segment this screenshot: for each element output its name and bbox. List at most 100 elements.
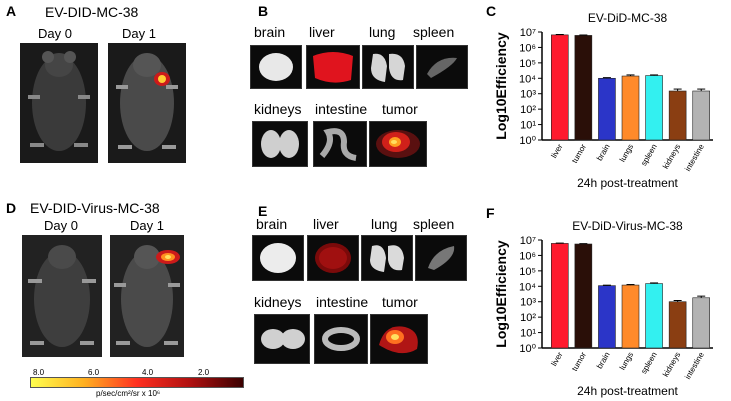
tumor-organ-graphic <box>376 130 420 158</box>
organ-image-intestine-b <box>313 121 367 167</box>
chart-c-bar-spleen <box>645 75 663 141</box>
chart-f-ytick-label: 10⁶ <box>519 250 536 262</box>
organ-label-lung-e: lung <box>371 216 398 232</box>
organ-image-brain-b <box>250 45 302 89</box>
organ-label-kidneys-e: kidneys <box>254 294 302 310</box>
chart-c-title: EV-DiD-MC-38 <box>588 11 668 25</box>
brain-organ-graphic-e <box>260 243 296 273</box>
chart-f-ytick-label: 10⁰ <box>519 343 536 355</box>
organ-image-kidneys-b <box>252 121 308 167</box>
tumor-organ-graphic-e <box>379 326 418 354</box>
chart-c-ytick-label: 10⁵ <box>519 58 536 70</box>
chart-c-xtick-label-spleen: spleen <box>639 143 659 168</box>
organ-image-intestine-e <box>314 314 368 364</box>
chart-f-xtick-label-kidneys: kidneys <box>661 351 682 379</box>
colorbar-tick-2: 2.0 <box>198 368 210 377</box>
chart-f-bar-kidneys <box>668 301 687 349</box>
panel-label-e: E <box>258 203 268 219</box>
chart-f-ytick-label: 10⁵ <box>519 266 536 278</box>
organ-image-lung-b <box>362 45 414 89</box>
chart-c-xtick-label-liver: liver <box>549 142 564 159</box>
chart-c-xtick-label-intestine: intestine <box>683 142 706 173</box>
brain-organ-graphic <box>259 53 293 81</box>
organ-label-lung-b: lung <box>369 24 396 40</box>
chart-c-ytick-label: 10⁶ <box>519 42 536 54</box>
organ-image-tumor-b <box>369 121 427 167</box>
mouse-image-d-day1 <box>110 235 184 357</box>
kidneys-organ-graphic-e <box>261 329 305 349</box>
organ-label-brain-e: brain <box>256 216 288 232</box>
panel-d-day0-label: Day 0 <box>44 218 78 233</box>
chart-c-bar-intestine <box>692 90 711 141</box>
colorbar-unit-label: p/sec/cm²/sr x 10⁶ <box>96 389 161 398</box>
chart-f-xtick-label-intestine: intestine <box>683 350 706 381</box>
panel-a-day0-label: Day 0 <box>38 26 72 41</box>
organ-image-liver-e <box>307 235 359 281</box>
organ-image-brain-e <box>252 235 304 281</box>
chart-f-xtick-label-tumor: tumor <box>570 350 588 373</box>
chart-c-bar-tumor <box>574 35 593 141</box>
chart-f-bar-tumor <box>574 243 593 349</box>
chart-c-bar-brain <box>598 77 616 141</box>
chart-f-xtick-label-liver: liver <box>549 350 564 367</box>
organ-label-intestine-b: intestine <box>315 101 368 117</box>
panel-d-title: EV-DID-Virus-MC-38 <box>30 200 160 216</box>
intestine-organ-graphic <box>319 128 357 161</box>
chart-c-ytick-label: 10² <box>520 104 536 116</box>
chart-f-bar-spleen <box>645 283 663 349</box>
chart-f-xtick-label-lungs: lungs <box>618 351 635 372</box>
organ-image-liver-b <box>306 45 360 89</box>
chart-c-bar-lungs <box>621 75 640 141</box>
mouse-silhouette-d-day1 <box>110 235 184 357</box>
panel-label-a: A <box>6 3 17 19</box>
organ-label-spleen-b: spleen <box>413 24 455 40</box>
panel-label-f: F <box>486 205 495 221</box>
chart-c-ytick-label: 10⁷ <box>520 27 536 39</box>
chart-c-ylabel: Log10Efficiency <box>493 32 509 140</box>
bar-chart-f: EV-DiD-Virus-MC-38 10⁰ 10¹ 10² 10³ 10⁴ 10⁵ 10⁶ 1… <box>493 219 713 398</box>
organ-image-kidneys-e <box>254 314 310 364</box>
organ-label-liver-e: liver <box>313 216 339 232</box>
chart-f-ytick-label: 10¹ <box>520 328 536 340</box>
chart-c-ytick-label: 10¹ <box>520 120 536 132</box>
organ-label-tumor-e: tumor <box>382 294 418 310</box>
organ-label-spleen-e: spleen <box>413 216 455 232</box>
chart-f-xlabel: 24h post-treatment <box>577 384 678 398</box>
liver-organ-graphic <box>313 52 353 83</box>
chart-f-bar-brain <box>598 285 616 349</box>
panel-label-d: D <box>6 200 17 216</box>
chart-f-ytick-label: 10³ <box>520 297 536 309</box>
panel-d-day1-label: Day 1 <box>130 218 164 233</box>
panel-a-day1-label: Day 1 <box>122 26 156 41</box>
spleen-organ-graphic-e <box>428 246 455 270</box>
organ-label-kidneys-b: kidneys <box>254 101 302 117</box>
mouse-silhouette-d-day0 <box>22 235 102 357</box>
chart-c-xtick-label-lungs: lungs <box>618 143 635 164</box>
chart-f-xtick-label-brain: brain <box>595 351 612 371</box>
chart-f-bar-liver <box>551 243 569 349</box>
chart-f-bar-intestine <box>692 297 711 349</box>
colorbar-gradient <box>30 377 244 388</box>
chart-c-xlabel: 24h post-treatment <box>577 176 678 190</box>
chart-c-bar-kidneys <box>668 90 687 141</box>
mouse-silhouette-a-day0 <box>20 43 98 163</box>
bar-chart-c: EV-DiD-MC-38 10⁰ 10¹ 10² 10³ 10⁴ 10⁵ 10⁶ 10⁷ Log1… <box>493 11 713 190</box>
chart-c-xtick-label-brain: brain <box>595 143 612 163</box>
panel-a-title: EV-DID-MC-38 <box>45 4 139 20</box>
chart-f-bar-lungs <box>621 284 640 349</box>
spleen-organ-graphic <box>427 57 457 78</box>
mouse-image-d-day0 <box>22 235 102 357</box>
intestine-organ-graphic-e <box>322 327 360 351</box>
chart-c-ytick-label: 10³ <box>520 89 536 101</box>
panel-label-b: B <box>258 3 269 19</box>
organ-image-lung-e <box>361 235 413 281</box>
chart-f-ytick-label: 10⁴ <box>519 281 536 293</box>
chart-f-ytick-label: 10⁷ <box>520 235 536 247</box>
chart-c-xtick-label-tumor: tumor <box>570 142 588 165</box>
chart-f-xtick-label-spleen: spleen <box>639 351 659 376</box>
organ-label-brain-b: brain <box>254 24 286 40</box>
chart-c-ytick-label: 10⁴ <box>519 73 536 85</box>
organ-label-liver-b: liver <box>309 24 335 40</box>
organ-label-tumor-b: tumor <box>382 101 418 117</box>
chart-c-bar-liver <box>551 34 569 141</box>
